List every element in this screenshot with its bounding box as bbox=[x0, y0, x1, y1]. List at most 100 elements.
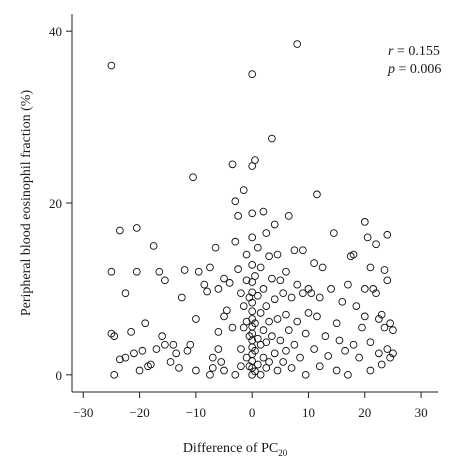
data-point bbox=[141, 319, 150, 328]
r-statistic: r = 0.155 bbox=[388, 44, 440, 59]
data-point bbox=[242, 353, 251, 362]
data-point bbox=[149, 242, 158, 250]
data-point bbox=[270, 295, 279, 304]
data-point bbox=[383, 276, 392, 285]
x-tick-label: −20 bbox=[129, 405, 149, 420]
data-point bbox=[349, 340, 358, 349]
data-point bbox=[324, 352, 333, 360]
data-point bbox=[214, 345, 223, 353]
data-point bbox=[248, 209, 257, 218]
data-point bbox=[186, 340, 195, 349]
data-point bbox=[273, 315, 282, 323]
data-point bbox=[329, 229, 338, 237]
y-tick-label: 40 bbox=[49, 24, 62, 39]
data-point bbox=[386, 353, 394, 362]
data-point bbox=[132, 267, 141, 276]
data-point bbox=[220, 274, 228, 283]
data-point bbox=[152, 345, 161, 353]
data-point bbox=[172, 349, 181, 358]
data-point bbox=[245, 293, 254, 302]
data-point bbox=[110, 332, 119, 341]
data-point bbox=[344, 280, 352, 289]
data-point bbox=[248, 298, 257, 307]
data-point bbox=[214, 285, 223, 293]
data-point bbox=[287, 364, 296, 372]
data-point bbox=[248, 70, 257, 78]
data-point bbox=[256, 370, 265, 379]
data-point bbox=[332, 319, 341, 328]
x-axis-title: Difference of PC20 bbox=[183, 441, 288, 458]
data-point bbox=[349, 250, 358, 259]
data-point bbox=[192, 366, 200, 375]
data-point bbox=[158, 332, 166, 341]
data-point bbox=[360, 218, 369, 226]
y-tick-label: 0 bbox=[56, 368, 63, 383]
data-point bbox=[138, 346, 147, 355]
data-point bbox=[383, 230, 392, 239]
data-point bbox=[315, 362, 324, 371]
data-point bbox=[259, 326, 268, 334]
data-point bbox=[344, 370, 352, 379]
x-tick-label: −10 bbox=[186, 405, 206, 420]
data-point bbox=[211, 243, 220, 252]
data-point bbox=[234, 212, 242, 220]
data-point bbox=[327, 285, 335, 293]
data-point bbox=[217, 358, 226, 366]
data-point bbox=[389, 349, 397, 358]
x-tick-label: −30 bbox=[73, 405, 93, 420]
data-point bbox=[304, 309, 313, 317]
data-point bbox=[228, 323, 237, 332]
data-point bbox=[237, 345, 245, 353]
data-point bbox=[296, 353, 304, 362]
data-point bbox=[268, 332, 276, 341]
data-point bbox=[265, 317, 273, 326]
data-point bbox=[192, 315, 200, 323]
data-point bbox=[310, 345, 318, 353]
data-point bbox=[253, 291, 262, 300]
data-point bbox=[290, 340, 299, 349]
data-point bbox=[231, 370, 240, 379]
data-point bbox=[253, 243, 262, 252]
data-point bbox=[206, 370, 214, 379]
data-point bbox=[262, 338, 271, 347]
data-point bbox=[228, 160, 237, 169]
data-point bbox=[265, 252, 273, 261]
data-point bbox=[377, 360, 386, 369]
data-point bbox=[335, 336, 344, 345]
data-point bbox=[259, 285, 268, 293]
p-statistic: p = 0.006 bbox=[387, 62, 441, 77]
data-point bbox=[375, 315, 383, 323]
data-point bbox=[321, 332, 330, 341]
data-point bbox=[355, 353, 364, 362]
data-point bbox=[116, 226, 124, 235]
data-point bbox=[237, 362, 245, 371]
data-point bbox=[299, 289, 307, 298]
data-point bbox=[161, 276, 169, 285]
data-point bbox=[301, 329, 310, 338]
data-point bbox=[352, 302, 361, 310]
x-tick-label: 0 bbox=[249, 405, 256, 420]
data-point bbox=[189, 173, 197, 182]
data-point bbox=[107, 267, 116, 276]
data-point bbox=[248, 315, 257, 323]
data-point bbox=[245, 332, 254, 341]
p-value: = 0.006 bbox=[399, 62, 442, 77]
data-point bbox=[206, 263, 214, 272]
data-point bbox=[146, 360, 155, 369]
data-point bbox=[315, 293, 324, 302]
data-point bbox=[282, 346, 290, 355]
data-point bbox=[360, 285, 369, 293]
data-point bbox=[135, 366, 144, 375]
data-point bbox=[194, 267, 203, 276]
data-point bbox=[287, 293, 296, 302]
data-point bbox=[293, 280, 302, 289]
data-point bbox=[259, 207, 268, 216]
x-tick-label: 30 bbox=[415, 405, 428, 420]
data-point bbox=[132, 224, 141, 232]
data-point bbox=[383, 345, 392, 353]
data-point bbox=[341, 346, 349, 355]
data-point bbox=[242, 250, 251, 259]
data-point bbox=[234, 265, 242, 274]
data-point bbox=[282, 267, 290, 276]
